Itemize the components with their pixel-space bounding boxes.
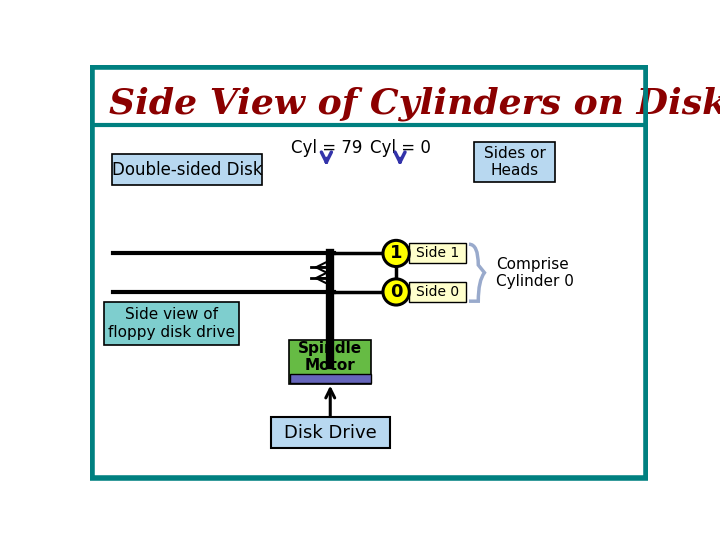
FancyBboxPatch shape	[408, 282, 466, 302]
Text: Cyl = 79: Cyl = 79	[291, 139, 362, 157]
Text: 1: 1	[390, 245, 402, 262]
FancyBboxPatch shape	[271, 417, 390, 448]
Text: Side view of
floppy disk drive: Side view of floppy disk drive	[108, 307, 235, 340]
Text: Sides or
Heads: Sides or Heads	[484, 146, 546, 178]
Text: Side 0: Side 0	[415, 285, 459, 299]
Text: Side View of Cylinders on Disk Drive: Side View of Cylinders on Disk Drive	[109, 86, 720, 120]
Text: Disk Drive: Disk Drive	[284, 424, 377, 442]
Circle shape	[383, 279, 409, 305]
Text: Spindle
Motor: Spindle Motor	[298, 341, 362, 373]
FancyBboxPatch shape	[290, 374, 371, 383]
FancyBboxPatch shape	[104, 302, 239, 345]
Text: Double-sided Disk: Double-sided Disk	[112, 160, 262, 179]
Text: Side 1: Side 1	[415, 246, 459, 260]
FancyBboxPatch shape	[289, 340, 372, 383]
Text: 0: 0	[390, 283, 402, 301]
FancyBboxPatch shape	[112, 154, 262, 185]
FancyBboxPatch shape	[408, 244, 466, 264]
FancyBboxPatch shape	[474, 142, 555, 182]
Text: Cyl = 0: Cyl = 0	[369, 139, 431, 157]
Text: Comprise
Cylinder 0: Comprise Cylinder 0	[496, 256, 574, 289]
Circle shape	[383, 240, 409, 267]
